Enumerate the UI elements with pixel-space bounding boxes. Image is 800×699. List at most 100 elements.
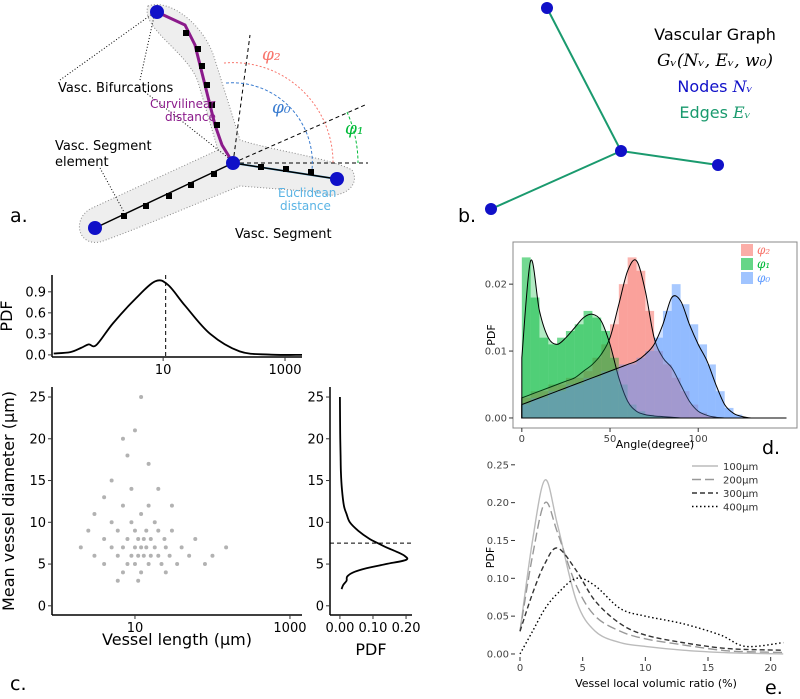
panel-label: a. — [10, 205, 28, 227]
point — [148, 553, 153, 558]
point — [139, 395, 144, 400]
line — [519, 547, 784, 651]
x-tick-label: 100 — [689, 434, 708, 445]
point — [187, 553, 192, 558]
y-tick-label: 0.20 — [487, 498, 509, 509]
label: Vascular Graph — [654, 25, 776, 44]
point — [115, 553, 120, 558]
point — [109, 478, 114, 483]
x-tick-label: 20 — [764, 663, 777, 674]
y-tick-label: 0.01 — [485, 347, 507, 358]
line — [519, 577, 784, 655]
point — [139, 545, 144, 550]
point — [139, 570, 144, 575]
label: distance — [280, 199, 331, 213]
x-tick-label: 0 — [517, 663, 523, 674]
point — [78, 545, 83, 550]
hist-bar — [689, 324, 699, 418]
hist-bar — [636, 357, 646, 418]
label-text: Nodes — [677, 77, 727, 96]
chart-panel: 0.00 0.10 0.20 0 5 10 15 20 25 PDF — [307, 387, 421, 659]
x-tick-label: 10 — [127, 621, 144, 636]
chart-panel: 0 5 10 15 20 0.00 0.05 0.10 0.15 0.20 0.25 Vessel l… — [484, 460, 784, 699]
hist-bar — [574, 324, 584, 418]
angle-arc — [346, 111, 359, 164]
y-tick-label: 0.15 — [487, 536, 509, 547]
hist-bar — [707, 364, 716, 418]
point — [156, 486, 161, 491]
x-axis-label: Angle(degree) — [616, 438, 694, 451]
point — [139, 511, 144, 516]
y-axis-label: Mean vessel diameter (μm) — [0, 391, 18, 611]
y-axis-label: PDF — [485, 324, 498, 345]
x-tick-label: 10 — [155, 363, 172, 378]
angle-arc — [223, 62, 334, 164]
y-tick-label: 0 — [38, 599, 46, 614]
point — [162, 537, 167, 541]
chart-panel: 0 50 100 0.00 0.01 0.02 Angle(degree) PDF d. φ₂φ₁… — [485, 241, 798, 459]
y-tick-label: 25 — [29, 391, 46, 406]
y-tick-label: 20 — [29, 432, 46, 447]
legend-swatch — [741, 244, 753, 256]
point — [193, 537, 198, 541]
hist-bar — [715, 391, 725, 418]
legend-label: 200μm — [723, 476, 758, 487]
x-tick-label: 10 — [639, 663, 652, 674]
x-tick-label: 0.20 — [392, 621, 421, 636]
point — [144, 528, 149, 533]
point — [175, 562, 180, 567]
y-tick-label: 5 — [38, 558, 46, 573]
legend-label: 100μm — [723, 462, 758, 473]
hist-bar — [698, 344, 708, 418]
point — [148, 537, 153, 541]
hist-bar — [592, 317, 602, 418]
point — [136, 553, 141, 558]
line — [519, 479, 784, 655]
hist-bar — [565, 384, 575, 418]
point — [156, 553, 161, 558]
point — [163, 570, 168, 575]
panel-label: b. — [458, 205, 476, 227]
y-tick-label: 10 — [307, 516, 324, 531]
hist-bar — [530, 397, 540, 418]
point — [132, 528, 137, 533]
legend-label: φ₁ — [757, 257, 770, 271]
hist-bar — [724, 407, 734, 418]
line — [339, 397, 409, 590]
y-tick-label: 0.00 — [487, 649, 509, 660]
hist-bar — [565, 330, 575, 418]
point — [152, 520, 157, 525]
density-area — [521, 295, 787, 419]
point — [179, 545, 184, 550]
point — [129, 553, 134, 558]
point — [141, 537, 146, 541]
pointer — [59, 11, 156, 81]
panel-label: e. — [765, 677, 783, 699]
point — [141, 553, 146, 558]
point — [120, 503, 125, 508]
legend-label: φ₂ — [757, 243, 770, 257]
hist-bar — [574, 384, 584, 418]
point — [102, 562, 107, 567]
legend-swatch — [741, 258, 753, 270]
point — [92, 511, 97, 516]
point — [125, 453, 130, 458]
hist-bar — [530, 297, 540, 418]
x-axis-label: PDF — [355, 640, 386, 659]
label: Vasc. Bifurcations — [58, 81, 173, 96]
hist-bar — [645, 351, 655, 418]
hist-bar — [521, 257, 531, 418]
nodes — [88, 5, 344, 235]
point — [132, 545, 137, 550]
y-tick-label: 0.05 — [487, 612, 509, 623]
label-math: Eᵥ — [732, 103, 751, 122]
hist-bar — [548, 344, 558, 418]
point — [125, 562, 130, 567]
point — [169, 503, 174, 508]
y-tick-label: 0.3 — [25, 327, 46, 342]
hist-bar — [583, 377, 593, 418]
y-tick-label: 0.25 — [487, 460, 509, 471]
edges — [490, 7, 719, 210]
angle-arc — [225, 82, 313, 171]
